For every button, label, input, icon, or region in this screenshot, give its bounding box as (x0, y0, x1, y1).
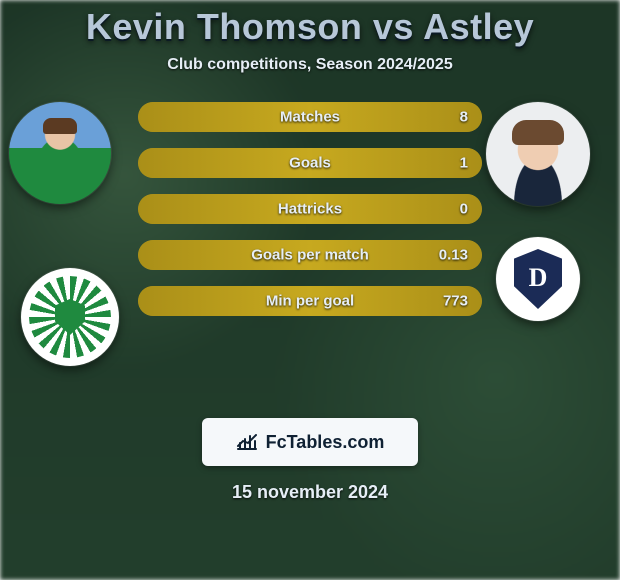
stat-row: Goals1 (138, 148, 482, 178)
stat-row: Matches8 (138, 102, 482, 132)
club-right-crest (496, 237, 580, 321)
comparison-area: Matches8 Goals1 Hattricks0 Goals per match0… (0, 102, 620, 372)
stat-row: Goals per match0.13 (138, 240, 482, 270)
content: Kevin Thomson vs Astley Club competition… (0, 0, 620, 503)
brand-card: FcTables.com (202, 418, 418, 466)
stat-value: 0 (460, 201, 468, 218)
stat-value: 0.13 (439, 247, 468, 264)
stat-row-fill (138, 240, 482, 270)
stat-row-fill (138, 286, 482, 316)
stat-value: 1 (460, 155, 468, 172)
stat-value: 773 (443, 293, 468, 310)
date-text: 15 november 2024 (0, 482, 620, 503)
stats-list: Matches8 Goals1 Hattricks0 Goals per match0… (138, 102, 482, 316)
page-title: Kevin Thomson vs Astley (0, 6, 620, 48)
club-left-crest (21, 268, 119, 366)
stat-row: Hattricks0 (138, 194, 482, 224)
player-right-avatar (486, 102, 590, 206)
player-left-avatar (9, 102, 111, 204)
bar-chart-icon (236, 433, 258, 451)
stat-value: 8 (460, 109, 468, 126)
stat-row-fill (138, 148, 482, 178)
stat-row: Min per goal773 (138, 286, 482, 316)
page-subtitle: Club competitions, Season 2024/2025 (0, 56, 620, 74)
stat-row-fill (138, 102, 482, 132)
brand-text: FcTables.com (266, 432, 385, 453)
stat-row-fill (138, 194, 482, 224)
